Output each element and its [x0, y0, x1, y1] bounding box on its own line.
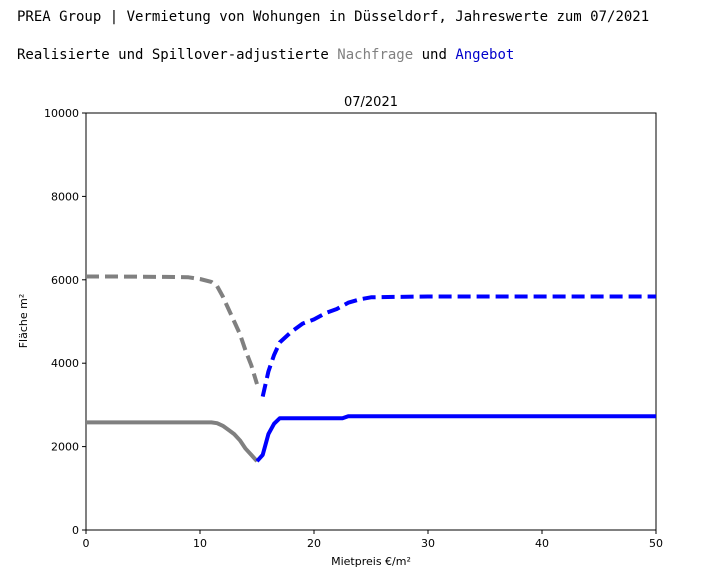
x-axis-ticks: 0 10 20 30 40 50 [83, 530, 663, 550]
y-tick-label: 2000 [51, 441, 79, 454]
x-tick-label: 0 [83, 537, 90, 550]
y-tick-label: 6000 [51, 274, 79, 287]
y-tick-label: 0 [72, 524, 79, 537]
y-axis-label: Fläche m² [17, 294, 30, 349]
x-tick-label: 20 [307, 537, 321, 550]
x-tick-label: 50 [649, 537, 663, 550]
subtitle-prefix: Realisierte und Spillover-adjustierte [17, 47, 338, 63]
x-tick-label: 30 [421, 537, 435, 550]
chart-title: 07/2021 [344, 95, 398, 110]
x-tick-label: 10 [193, 537, 207, 550]
x-tick-label: 40 [535, 537, 549, 550]
plot-area-frame [85, 112, 657, 531]
subtitle-supply-word: Angebot [455, 47, 515, 63]
y-tick-label: 8000 [51, 190, 79, 203]
series-line-3 [86, 420, 259, 463]
x-axis-label: Mietpreis €/m² [331, 555, 411, 568]
page-subtitle: Realisierte und Spillover-adjustierte Na… [17, 47, 514, 63]
y-tick-label: 10000 [44, 107, 79, 120]
series-line-4 [255, 414, 656, 463]
page-title: PREA Group | Vermietung von Wohungen in … [17, 9, 650, 25]
series-layer [86, 274, 656, 463]
y-axis-ticks: 0 2000 4000 6000 8000 10000 [44, 107, 86, 537]
series-line-1 [86, 274, 259, 385]
subtitle-demand-word: Nachfrage [337, 47, 414, 63]
series-line-2 [260, 294, 656, 398]
subtitle-mid: und [413, 47, 456, 63]
y-tick-label: 4000 [51, 357, 79, 370]
